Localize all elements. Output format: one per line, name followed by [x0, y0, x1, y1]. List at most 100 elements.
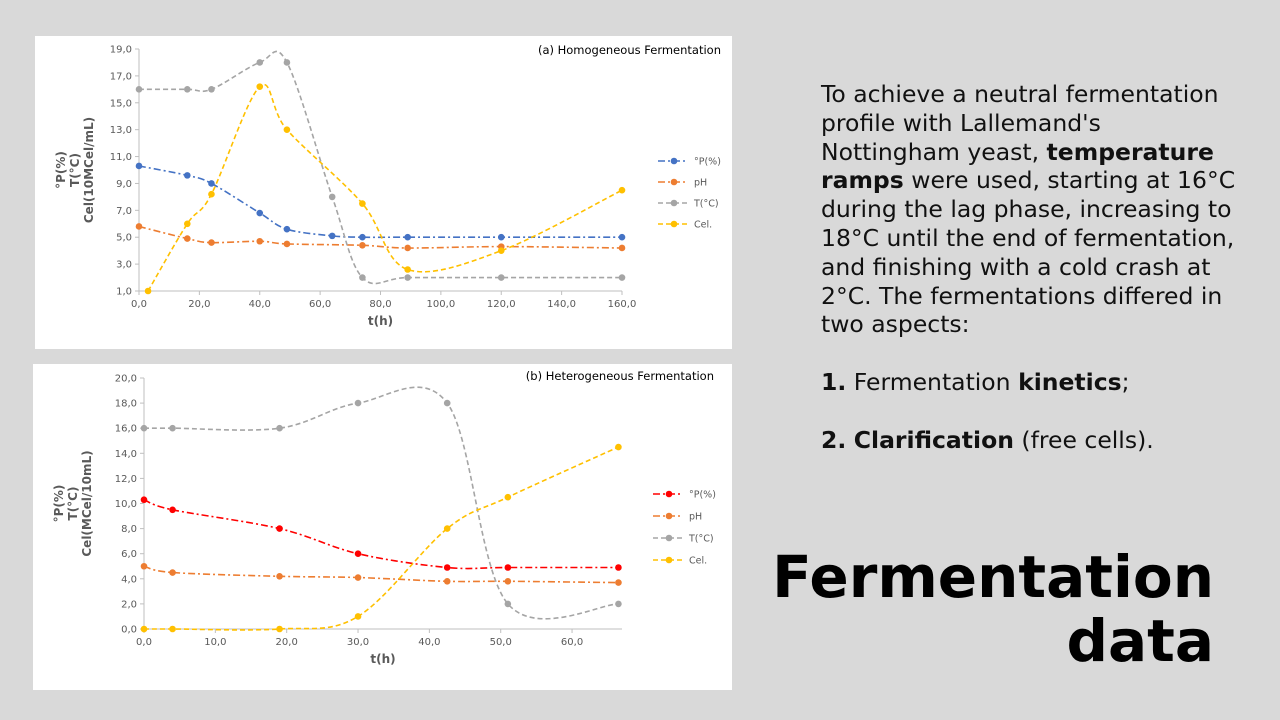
chart-b-series-t-c-point [169, 424, 176, 432]
chart-a-y-axis-title: °P(%)T(°C)Cel(10MCel/mL) [54, 117, 96, 223]
chart-a-series-cel-point [359, 200, 366, 207]
chart-a-series-t-c-point [184, 86, 191, 93]
chart-a-series-p-point [256, 209, 264, 217]
list-item-kinetics: 1. Fermentation kinetics; [821, 368, 1130, 397]
heterogeneous-fermentation-chart: 0,0 2,0 4,0 6,0 8,0 10,0 12,0 14,0 16,0 18,0 20,0 0… [52, 369, 716, 666]
chart-b-series-cel-point [169, 625, 176, 633]
chart-b-x-tick-label: 30,0 [347, 637, 369, 648]
chart-a-series-p-point [404, 233, 411, 241]
chart-b-x-tick-label: 20,0 [276, 637, 298, 648]
chart-a-series-cel-point [144, 287, 152, 295]
chart-b-series-t-c-point [354, 399, 362, 407]
chart-b-series-cel-line [143, 446, 619, 631]
chart-b-series-t-c-legend-marker [665, 534, 673, 542]
chart-a-series-t-c-point [208, 86, 215, 93]
chart-b-series-cel-point [276, 625, 283, 633]
slide-title-line-1: Fermentation [772, 543, 1214, 611]
chart-a-series-t-c-point [404, 274, 411, 281]
chart-a-series-cel-line [147, 83, 623, 292]
chart-a-series-p-point [497, 233, 505, 241]
chart-b-series-p-point [140, 496, 148, 504]
chart-b-y-tick-label: 10,0 [115, 499, 137, 510]
chart-a-series-t-c-point [135, 86, 143, 93]
chart-a-series-t-c-legend-label: T(°C) [693, 199, 719, 210]
chart-a-series-p-line [138, 165, 622, 239]
chart-b-series-cel-point [354, 613, 362, 620]
chart-b-series-t-c-point [276, 424, 283, 432]
chart-b-series-ph-point [276, 572, 283, 580]
chart-a-series-t-c-point [618, 274, 626, 281]
chart-b-series-t-c-line [143, 386, 619, 620]
description-text: To achieve a neutral fermentation profil… [821, 80, 1241, 455]
chart-b-series-ph-point [443, 578, 451, 585]
chart-a-series-cel-point [184, 220, 191, 228]
chart-a-series-ph-line [138, 225, 623, 249]
chart-a-series-t-c-line [139, 50, 622, 285]
chart-a-series-t-c-point [283, 59, 291, 66]
chart-b-series-p-point [615, 564, 622, 571]
chart-b-y-tick-label: 20,0 [115, 374, 137, 385]
chart-b-y-axis-title-line: °P(%) [52, 485, 66, 523]
chart-b-series-p-point [443, 564, 451, 571]
chart-a-y-tick-label: 5,0 [116, 233, 132, 244]
description-paragraph: To achieve a neutral fermentation profil… [821, 80, 1236, 339]
chart-b-series-ph-point [504, 578, 512, 585]
chart-b-series-ph-point [140, 562, 148, 570]
chart-b-y-tick-label: 18,0 [115, 399, 137, 410]
chart-b-series-p-legend-label: °P(%) [689, 490, 716, 501]
chart-a-series-ph-point [208, 239, 215, 246]
chart-a-series-t-c-point [359, 274, 366, 281]
chart-a-y-tick-label: 19,0 [110, 45, 132, 56]
chart-a-series-cel-point [497, 247, 505, 254]
chart-a-y-tick-label: 7,0 [116, 206, 132, 217]
chart-a-series-cel-point [256, 83, 264, 90]
slide-title-line-2: data [1066, 607, 1214, 675]
chart-a-x-tick-label: 160,0 [608, 299, 637, 310]
chart-a-series-ph-legend-marker [670, 178, 678, 186]
chart-b-series-p-point [354, 550, 362, 557]
chart-b-x-tick-label: 0,0 [136, 637, 152, 648]
chart-a-series-ph-point [618, 244, 626, 252]
chart-a-series-t-c-point [328, 193, 336, 201]
chart-a-x-tick-label: 80,0 [369, 299, 391, 310]
chart-b-series-p-point [276, 525, 283, 532]
chart-a-series-t-c-point [256, 59, 264, 66]
chart-b-series-ph-point [615, 579, 622, 586]
chart-a-series-p-point [283, 225, 291, 233]
chart-b-series-t-c-point [443, 399, 451, 407]
chart-a-y-tick-label: 1,0 [116, 287, 132, 298]
chart-a-y-axis-title-line: T(°C) [68, 153, 82, 187]
chart-b-y-axis-title: °P(%)T(°C)Cel(MCel/10mL) [52, 450, 94, 556]
chart-b-series-cel-point [443, 525, 451, 532]
chart-a-y-axis-title-line: Cel(10MCel/mL) [82, 117, 96, 223]
chart-a-series-ph-point [283, 240, 291, 248]
chart-a-x-tick-label: 40,0 [249, 299, 271, 310]
chart-a-y-tick-label: 11,0 [110, 152, 132, 163]
chart-a-x-tick-label: 60,0 [309, 299, 331, 310]
chart-b-x-tick-label: 50,0 [490, 637, 512, 648]
chart-a-series-ph-legend-label: pH [694, 178, 707, 189]
chart-b-series-p-line [143, 498, 619, 570]
chart-a-y-axis-title-line: °P(%) [54, 151, 68, 189]
chart-b-y-tick-label: 16,0 [115, 424, 137, 435]
chart-b-y-tick-label: 4,0 [121, 574, 137, 585]
chart-a-series-p-legend-label: °P(%) [694, 157, 721, 168]
chart-b-series-ph-line [143, 565, 619, 584]
chart-b-chart-title: (b) Heterogeneous Fermentation [526, 369, 714, 383]
chart-a-series-ph-point [135, 223, 143, 230]
chart-a-series-p-point [184, 172, 191, 179]
chart-a-series-t-c-legend-marker [670, 199, 678, 207]
chart-b-series-t-c-point [504, 600, 512, 608]
chart-a-x-tick-label: 100,0 [427, 299, 456, 310]
chart-a-series-p-point [208, 180, 215, 187]
homogeneous-fermentation-chart: 1,0 3,0 5,0 7,0 9,0 11,0 13,0 15,0 17,0 19,0 0,0 20… [54, 43, 721, 328]
chart-b-series-p-point [169, 506, 176, 514]
chart-a-series-p-point [135, 162, 143, 170]
chart-b-series-p-point [504, 564, 512, 571]
chart-b-y-tick-label: 2,0 [121, 599, 137, 610]
chart-b-y-axis-title-line: Cel(MCel/10mL) [80, 450, 94, 556]
chart-b-series-ph-legend-label: pH [689, 512, 702, 523]
chart-b-y-axis-title-line: T(°C) [66, 487, 80, 521]
chart-a-x-axis-title: t(h) [368, 314, 393, 328]
chart-a-series-cel-legend-label: Cel. [694, 220, 712, 231]
